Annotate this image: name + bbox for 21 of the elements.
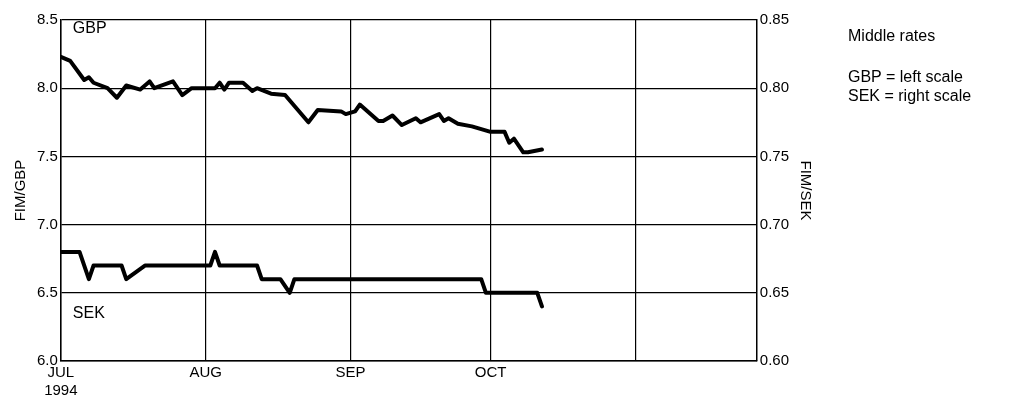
y2-tick-label: 0.60	[759, 351, 790, 369]
series-label: GBP	[72, 19, 107, 37]
series-label: SEK	[72, 304, 106, 322]
x-tick-label: OCT	[474, 363, 507, 381]
x-tick-label: AUG	[189, 363, 222, 381]
y-tick-label: 7.0	[36, 214, 58, 232]
y2-tick-label: 0.65	[759, 282, 790, 300]
y2-tick-label: 0.85	[759, 10, 790, 28]
y2-tick-label: 0.80	[759, 78, 790, 96]
y2-tick-label: 0.75	[759, 146, 790, 164]
y2-tick-label: 0.70	[759, 214, 790, 232]
y-tick-label: 8.0	[36, 78, 58, 96]
y-axis-title: FIM/GBP	[11, 159, 29, 222]
y-tick-label: 7.5	[36, 146, 58, 164]
y-tick-label: 6.5	[36, 282, 58, 300]
text: GBP = left scale	[848, 67, 964, 86]
y2-axis-title: FIM/SEK	[797, 160, 815, 221]
x-tick-label: SEP	[335, 363, 366, 381]
y-tick-label: 8.5	[36, 10, 58, 28]
text: SEK = right scale	[848, 86, 972, 105]
text: Middle rates	[848, 26, 937, 45]
